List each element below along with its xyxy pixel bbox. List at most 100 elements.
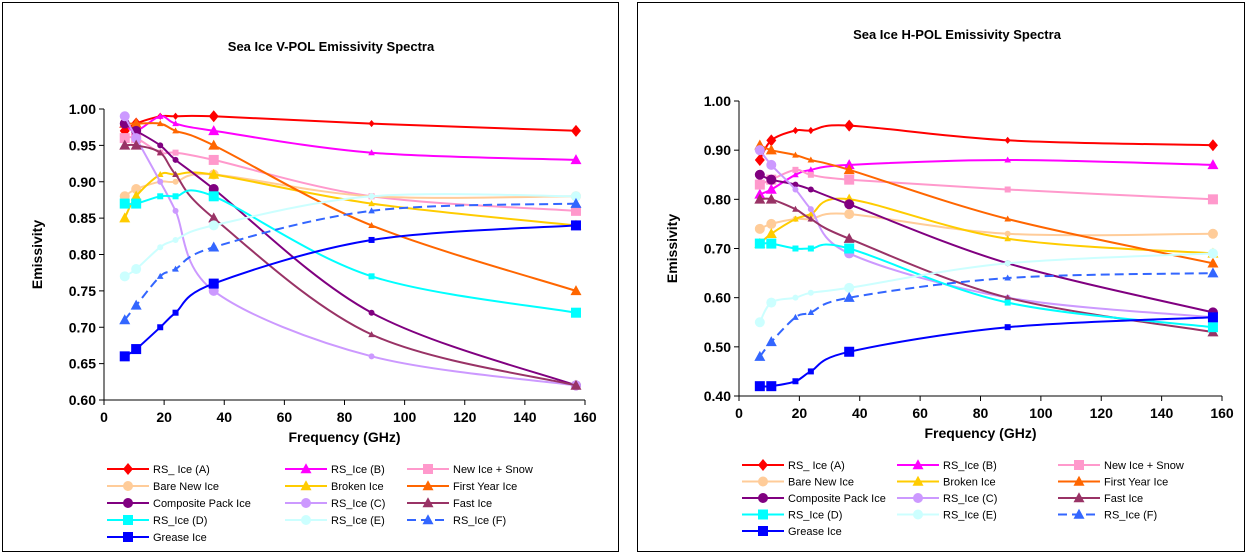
v-pol-legend-label: RS_Ice (D) <box>153 515 207 527</box>
v-pol-data-point <box>157 244 164 251</box>
v-pol-data-point <box>570 307 581 318</box>
h-pol-data-point <box>754 350 766 361</box>
h-pol-series-line <box>759 197 1213 255</box>
h-pol-series-first-year-ice <box>754 139 1219 268</box>
v-pol-series-rs-ice-f <box>119 197 582 325</box>
v-pol-legend-label: Composite Pack Ice <box>153 498 251 510</box>
h-pol-data-point <box>766 218 777 229</box>
v-pol-legend-label: Broken Ice <box>331 481 384 493</box>
h-pol-legend-label: Broken Ice <box>943 477 996 489</box>
h-pol-series-rs-ice-e <box>754 248 1218 328</box>
v-pol-data-point <box>119 198 130 209</box>
v-pol-data-point <box>172 193 179 200</box>
h-pol-legend-marker <box>1073 508 1085 519</box>
v-pol-data-point <box>130 139 142 150</box>
v-pol-y-tick-label: 0.60 <box>69 392 96 408</box>
v-pol-legend-marker <box>123 515 133 525</box>
v-pol-legend-marker <box>422 514 434 525</box>
h-pol-legend-item-rs-ice-c: RS_Ice (C) <box>897 493 997 505</box>
v-pol-data-point <box>172 120 179 127</box>
v-pol-data-point <box>172 127 179 134</box>
v-pol-data-point <box>368 331 375 338</box>
v-pol-data-point <box>368 200 375 207</box>
h-pol-x-tick-label: 60 <box>912 405 928 421</box>
v-pol-legend-item-new-ice-snow: New Ice + Snow <box>407 464 533 476</box>
h-pol-data-point <box>754 179 765 190</box>
h-pol-y-tick-label: 0.50 <box>704 339 731 355</box>
v-pol-data-point <box>119 133 130 144</box>
h-pol-series-rs-ice-f <box>754 267 1219 361</box>
v-pol-series-rs-ice-a <box>119 110 581 137</box>
h-pol-legend-marker <box>912 475 924 486</box>
h-pol-data-point <box>844 199 855 210</box>
h-pol-data-point <box>1004 294 1011 301</box>
v-pol-legend-label: RS_Ice (B) <box>331 464 385 476</box>
v-pol-legend-item-rs-ice-c: RS_Ice (C) <box>285 498 385 510</box>
v-pol-data-point <box>172 178 179 185</box>
v-pol-legend-item-rs-ice-d: RS_Ice (D) <box>107 515 207 527</box>
v-pol-legend-item-first-year-ice: First Year Ice <box>407 480 517 493</box>
v-pol-data-point <box>172 171 179 178</box>
v-pol-data-point <box>570 379 582 390</box>
h-pol-data-point <box>807 245 814 252</box>
v-pol-legend-label: RS_Ice (E) <box>331 515 385 527</box>
v-pol-legend-label: RS_ Ice (A) <box>153 464 210 476</box>
h-pol-legend-label: Bare New Ice <box>788 477 854 489</box>
v-pol-data-point <box>368 236 375 243</box>
v-pol-chart-title: Sea Ice V-POL Emissivity Spectra <box>228 39 435 54</box>
v-pol-y-tick-label: 0.80 <box>69 247 96 263</box>
h-pol-data-point <box>1207 257 1219 268</box>
v-pol-x-tick-label: 140 <box>513 409 537 425</box>
h-pol-legend-item-rs-ice-d: RS_Ice (D) <box>742 509 842 522</box>
v-pol-legend-item-bare-new-ice: Bare New Ice <box>107 481 219 493</box>
h-pol-series-fast-ice <box>754 193 1219 337</box>
v-pol-y-tick-label: 0.85 <box>69 210 96 226</box>
h-pol-data-point <box>792 181 799 188</box>
h-pol-data-point <box>792 378 799 385</box>
h-pol-y-axis-label: Emissivity <box>664 214 680 283</box>
v-pol-chart: Sea Ice V-POL Emissivity Spectra 0.60 0.65… <box>29 39 597 544</box>
v-pol-data-point <box>368 207 375 214</box>
v-pol-series-line <box>124 122 577 387</box>
v-pol-series-grease-ice <box>119 220 581 362</box>
v-pol-data-point <box>208 241 220 252</box>
h-pol-legend-marker <box>758 526 768 536</box>
h-pol-data-point <box>1207 312 1218 323</box>
v-pol-series-line <box>124 114 577 132</box>
h-pol-data-point <box>1004 230 1011 237</box>
v-pol-data-point <box>156 171 164 178</box>
h-pol-data-point <box>1004 186 1011 193</box>
v-pol-data-point <box>570 197 582 208</box>
h-pol-data-point <box>1207 322 1218 333</box>
v-pol-y-tick-label: 0.75 <box>69 283 96 299</box>
v-pol-legend-marker <box>422 497 434 508</box>
h-pol-series-grease-ice <box>754 312 1218 392</box>
v-pol-data-point <box>172 156 179 163</box>
h-pol-series-broken-ice <box>754 193 1219 258</box>
v-pol-data-point <box>208 125 220 136</box>
v-pol-y-tick-label: 0.65 <box>69 356 96 372</box>
v-pol-series-rs-ice-c <box>119 111 581 391</box>
v-pol-data-point <box>172 265 179 272</box>
v-pol-data-point <box>156 112 164 119</box>
v-pol-data-point <box>119 351 130 362</box>
h-pol-data-point <box>807 126 814 135</box>
h-pol-series-line <box>759 158 1213 196</box>
v-pol-legend-marker <box>301 515 311 525</box>
v-pol-data-point <box>368 273 375 280</box>
v-pol-y-tick-label: 1.00 <box>69 101 96 117</box>
v-pol-legend-marker <box>123 498 133 508</box>
h-pol-chart: Sea Ice H-POL Emissivity Spectra 0.40 0.50… <box>664 27 1234 538</box>
h-pol-data-point <box>765 228 777 238</box>
v-pol-data-point <box>172 309 179 316</box>
v-pol-legend-marker <box>300 463 312 474</box>
h-pol-data-point <box>754 317 765 328</box>
h-pol-y-tick-label: 0.60 <box>704 290 731 306</box>
v-pol-series-line <box>123 171 577 227</box>
h-pol-data-point <box>1004 235 1011 242</box>
h-pol-data-point <box>1207 139 1218 152</box>
h-pol-data-point <box>1004 156 1011 163</box>
h-pol-data-point <box>844 119 855 132</box>
h-pol-series-rs-ice-d <box>754 238 1218 333</box>
v-pol-data-point <box>570 191 581 202</box>
